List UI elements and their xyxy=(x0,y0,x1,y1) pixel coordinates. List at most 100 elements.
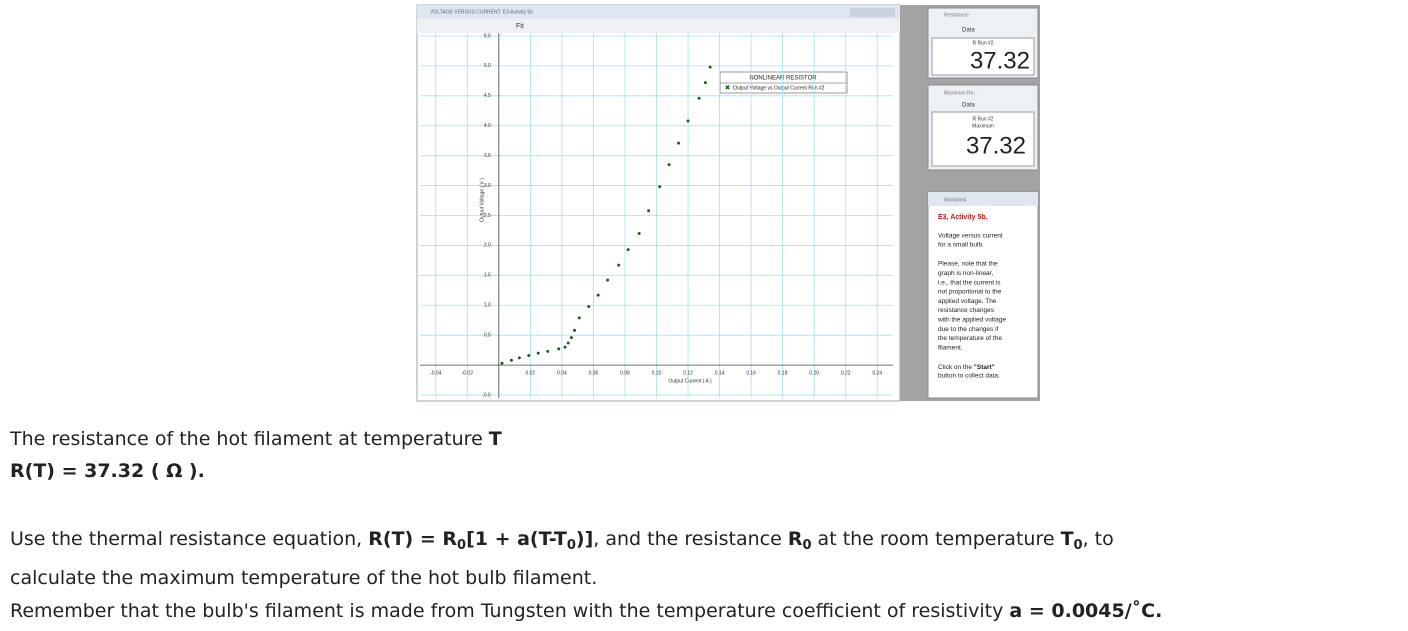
data-point xyxy=(677,141,681,145)
y-tick-label: 5.0 xyxy=(484,63,491,69)
workbook-text: for a small bulb. xyxy=(938,242,984,249)
data-point xyxy=(617,263,621,267)
workbook-text: Please, note that the xyxy=(938,261,998,268)
workbook-text: not proportional to the xyxy=(938,289,1002,296)
legend-entry: Output Voltage vs Output Current Run #2 xyxy=(733,85,825,91)
text-line: Use the thermal resistance equation, R(T… xyxy=(10,528,1114,553)
workbook-text: Voltage versus current xyxy=(938,233,1003,240)
legend-title: NONLINEAR RESISTOR xyxy=(749,76,817,82)
workbook-text: graph is non-linear, xyxy=(938,270,993,277)
meter-value: 37.32 xyxy=(970,47,1030,74)
data-button[interactable]: Data xyxy=(962,28,975,34)
meter-header: R Run #2 xyxy=(972,116,993,122)
meter-value: 37.32 xyxy=(966,132,1026,159)
data-point xyxy=(596,293,600,297)
window-title: Maximum Re... xyxy=(944,90,978,96)
data-point xyxy=(647,209,651,213)
x-tick-label: 0.06 xyxy=(589,370,599,376)
workbook-heading: E3, Activity 5b. xyxy=(938,214,988,221)
y-tick-label: 4.0 xyxy=(484,123,491,129)
x-tick-label: 0.12 xyxy=(683,370,693,376)
plot: -0.04 -0.02 0.02 0.04 0.06 0.08 0.10 0.12 0.14 0.… xyxy=(420,33,893,398)
y-tick-label: 3.5 xyxy=(484,153,491,159)
x-tick-label: 0.14 xyxy=(715,370,725,376)
data-point xyxy=(517,356,521,360)
y-tick-label: 2.0 xyxy=(484,243,491,249)
data-point xyxy=(708,65,712,69)
x-tick-label: -0.04 xyxy=(430,370,442,376)
workbook-text: i.e., that the current is xyxy=(938,279,1001,286)
y-tick-label: 4.5 xyxy=(484,93,491,99)
data-point xyxy=(703,81,707,85)
text-line: R(T) = 37.32 ( Ω ). xyxy=(10,460,205,482)
data-point xyxy=(527,354,531,358)
data-point xyxy=(697,96,701,100)
data-point xyxy=(587,304,591,308)
x-tick-label: 0.20 xyxy=(809,370,819,376)
text-line: Remember that the bulb's filament is mad… xyxy=(10,600,1163,622)
data-point xyxy=(573,328,577,332)
y-tick-label: 3.0 xyxy=(484,183,491,189)
legend xyxy=(719,71,848,94)
y-axis-label: Output Voltage ( V ) xyxy=(479,178,485,222)
data-point xyxy=(667,163,671,167)
data-point xyxy=(658,185,662,189)
meter-sub: Maximum xyxy=(972,123,994,129)
data-point xyxy=(546,349,550,353)
data-point xyxy=(566,341,570,345)
y-tick-label: 2.5 xyxy=(484,213,491,219)
window-title: VOLTAGE VERSUS CURRENT: E3 Activity 5b xyxy=(430,9,533,15)
window-buttons xyxy=(850,8,895,17)
x-axis-label: Output Current ( A ) xyxy=(668,378,712,384)
text-line: calculate the maximum temperature of the… xyxy=(10,567,598,589)
y-tick-label: 1.5 xyxy=(484,273,491,279)
y-tick-label: 1.0 xyxy=(484,303,491,309)
workbook-text: filament. xyxy=(938,344,963,351)
text-line: The resistance of the hot filament at te… xyxy=(10,428,502,450)
meter xyxy=(931,37,1035,76)
meter-header: R Run #2 xyxy=(972,40,993,46)
workbook-text: button to collect data. xyxy=(938,373,1000,380)
data-point xyxy=(569,336,573,340)
screenshot: VOLTAGE VERSUS CURRENT: E3 Activity 5b F… xyxy=(416,4,1040,402)
toolbar xyxy=(417,19,900,33)
data-point xyxy=(606,278,610,282)
x-tick-label: 0.22 xyxy=(841,370,851,376)
data-point xyxy=(509,358,513,362)
y-tick-label: 0.5 xyxy=(484,333,491,339)
workbook-text: Click on the "Start" xyxy=(938,364,995,371)
title-bar xyxy=(928,192,1038,206)
data-point xyxy=(536,351,540,355)
window-title: Workbook xyxy=(944,197,967,203)
x-tick-label: 0.02 xyxy=(525,370,535,376)
fit-button[interactable]: Fit xyxy=(516,23,524,30)
workbook-text: with the applied voltage xyxy=(937,317,1006,324)
x-tick-label: 0.10 xyxy=(652,370,662,376)
data-point xyxy=(563,345,567,349)
workbook-window xyxy=(927,191,1039,399)
workbook-text: applied voltage. The xyxy=(938,298,997,305)
workbook-text: resistance changes xyxy=(938,307,995,314)
data-point xyxy=(577,316,581,320)
y-tick-label: 5.5 xyxy=(484,33,491,39)
data-point xyxy=(637,231,641,235)
y-tick-label: -0.5 xyxy=(482,392,491,398)
window-title: Resistance xyxy=(944,12,969,18)
data-point xyxy=(626,248,630,252)
data-point xyxy=(557,347,561,351)
x-tick-label: 0.18 xyxy=(778,370,788,376)
workbook-text: due to the changes if xyxy=(938,326,999,333)
meter xyxy=(931,111,1035,167)
x-tick-label: 0.16 xyxy=(746,370,756,376)
workbook-text: the temperature of the xyxy=(938,335,1002,342)
legend-marker: ✖ xyxy=(725,85,730,92)
x-tick-label: 0.08 xyxy=(620,370,630,376)
x-tick-label: 0.24 xyxy=(872,370,882,376)
data-point xyxy=(686,119,690,123)
x-tick-label: 0.04 xyxy=(557,370,567,376)
title-bar xyxy=(417,5,900,19)
data-point xyxy=(500,361,504,365)
x-tick-label: -0.02 xyxy=(462,370,474,376)
data-button[interactable]: Data xyxy=(962,103,975,109)
